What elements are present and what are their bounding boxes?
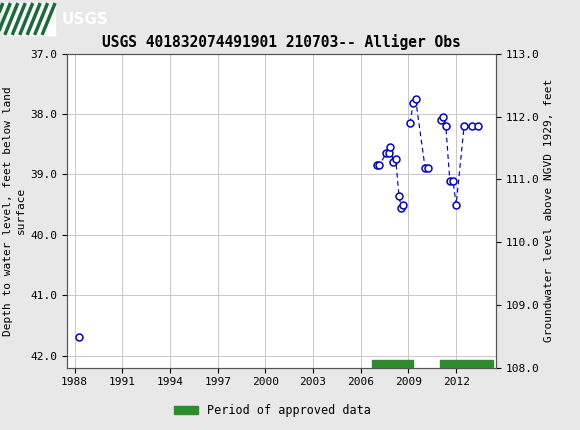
Text: USGS: USGS <box>62 12 109 27</box>
Bar <box>372 360 413 367</box>
Title: USGS 401832074491901 210703-- Alliger Obs: USGS 401832074491901 210703-- Alliger Ob… <box>102 34 461 50</box>
Bar <box>440 360 493 367</box>
Y-axis label: Groundwater level above NGVD 1929, feet: Groundwater level above NGVD 1929, feet <box>543 79 553 342</box>
Legend: Period of approved data: Period of approved data <box>169 399 376 422</box>
FancyBboxPatch shape <box>3 3 55 35</box>
Y-axis label: Depth to water level, feet below land
surface: Depth to water level, feet below land su… <box>3 86 26 335</box>
